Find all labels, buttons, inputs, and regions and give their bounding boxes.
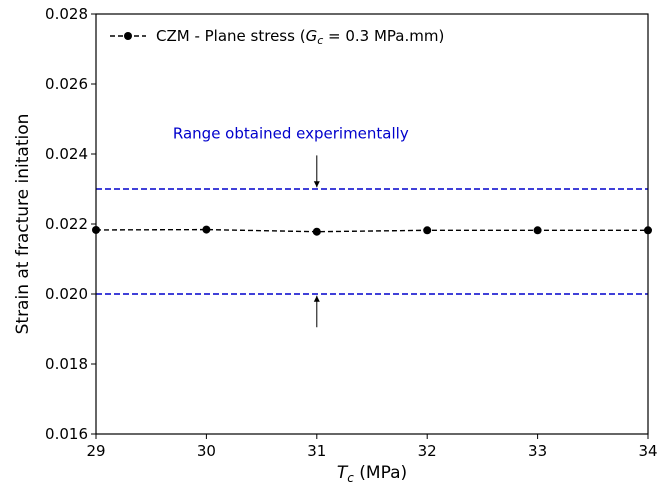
annotation-arrow-head (313, 295, 320, 302)
x-tick-label: 30 (197, 442, 216, 460)
data-point-marker (202, 225, 211, 234)
legend-entry-label: CZM - Plane stress (Gc = 0.3 MPa.mm) (156, 27, 444, 47)
y-tick-label: 0.022 (45, 215, 88, 233)
x-axis-label-symbol: T (337, 463, 349, 483)
x-tick-label: 31 (307, 442, 326, 460)
data-point-marker (533, 226, 542, 235)
y-tick-label: 0.018 (45, 355, 88, 373)
data-point-marker (423, 226, 432, 235)
x-axis-label: Tc (MPa) (337, 463, 407, 485)
y-axis-label: Strain at fracture initation (13, 114, 33, 335)
x-tick-label: 29 (86, 442, 105, 460)
x-axis-label-unit: (MPa) (354, 463, 407, 483)
plot-lines-layer (95, 188, 648, 295)
legend-name-suffix: = 0.3 MPa.mm) (323, 27, 444, 45)
series-line (95, 228, 648, 233)
legend-marker-sample (124, 32, 132, 40)
x-tick-label: 32 (418, 442, 437, 460)
data-point-marker (312, 227, 321, 236)
annotation-text: Range obtained experimentally (173, 124, 409, 142)
annotation-arrow-head (313, 181, 320, 188)
x-axis-ticks: 29 30 31 32 33 34 (86, 434, 658, 460)
plot-frame (95, 13, 649, 435)
y-tick-label: 0.020 (45, 285, 88, 303)
legend-name-symbol: G (306, 27, 318, 45)
x-axis-label-subscript: c (347, 471, 354, 485)
annotation-layer: Range obtained experimentally (173, 124, 409, 328)
legend-name-prefix: CZM - Plane stress ( (156, 27, 306, 45)
y-axis-ticks: 0.016 0.018 0.020 0.022 0.024 0.026 0.028 (45, 5, 96, 443)
y-tick-label: 0.016 (45, 425, 88, 443)
legend: CZM - Plane stress (Gc = 0.3 MPa.mm) (110, 27, 444, 47)
legend-name-subscript: c (317, 34, 323, 47)
y-tick-label: 0.028 (45, 5, 88, 23)
y-tick-label: 0.024 (45, 145, 88, 163)
x-tick-label: 34 (638, 442, 657, 460)
y-tick-label: 0.026 (45, 75, 88, 93)
x-tick-label: 33 (528, 442, 547, 460)
